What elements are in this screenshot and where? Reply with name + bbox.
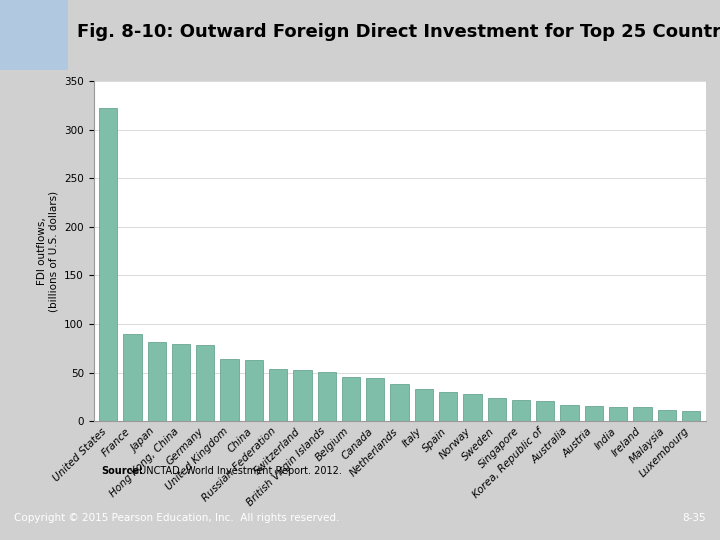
Text: Fig. 8-10: Outward Foreign Direct Investment for Top 25 Countries, 2009-2011: Fig. 8-10: Outward Foreign Direct Invest…: [77, 23, 720, 40]
Bar: [220, 359, 239, 421]
Bar: [342, 377, 360, 421]
Text: Source:: Source:: [101, 466, 143, 476]
Bar: [560, 404, 579, 421]
Bar: [512, 400, 530, 421]
FancyBboxPatch shape: [0, 0, 68, 70]
Bar: [318, 372, 336, 421]
Bar: [536, 401, 554, 421]
Bar: [464, 394, 482, 421]
Bar: [657, 409, 676, 421]
Text: UNCTAD, World Investment Report. 2012.: UNCTAD, World Investment Report. 2012.: [136, 466, 342, 476]
Y-axis label: FDI outflows,
(billions of U.S. dollars): FDI outflows, (billions of U.S. dollars): [37, 191, 58, 312]
Bar: [682, 410, 700, 421]
Bar: [269, 369, 287, 421]
Bar: [197, 346, 215, 421]
Bar: [609, 407, 627, 421]
Bar: [123, 334, 142, 421]
Bar: [99, 108, 117, 421]
Bar: [172, 345, 190, 421]
Bar: [148, 342, 166, 421]
Text: Copyright © 2015 Pearson Education, Inc.  All rights reserved.: Copyright © 2015 Pearson Education, Inc.…: [14, 514, 340, 523]
Bar: [390, 384, 409, 421]
Text: 8-35: 8-35: [682, 514, 706, 523]
Bar: [293, 370, 312, 421]
Bar: [245, 360, 263, 421]
Bar: [439, 392, 457, 421]
Bar: [585, 406, 603, 421]
Bar: [415, 389, 433, 421]
Bar: [366, 379, 384, 421]
Bar: [487, 398, 506, 421]
Bar: [634, 407, 652, 421]
